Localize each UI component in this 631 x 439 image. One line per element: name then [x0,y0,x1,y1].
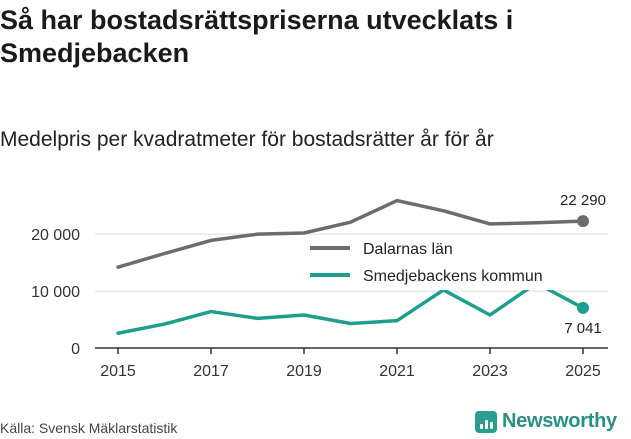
brand-logo[interactable]: Newsworthy [475,410,617,433]
legend-label-1: Smedjebackens kommun [363,268,543,285]
chart-title: Så har bostadsrättspriserna utvecklats i… [0,5,514,68]
y-tick-label: 0 [71,341,80,358]
x-tick-label: 2025 [565,363,601,380]
x-tick-label: 2019 [286,363,322,380]
x-tick-label: 2015 [100,363,136,380]
x-tick-label: 2017 [193,363,229,380]
x-tick-label: 2021 [379,363,415,380]
line-chart: 0 10 000 20 000 2015 2017 2019 2021 2023 2025 22 … [31,192,608,380]
brand-name: Newsworthy [502,410,617,432]
series-end-label-0: 22 290 [560,192,606,209]
x-tick-label: 2023 [472,363,508,380]
legend-box [302,236,602,290]
series-line-0 [116,198,585,269]
series-line-1 [116,281,585,335]
y-tick-label: 10 000 [31,284,80,301]
source-note: Källa: Svensk Mäklarstatistik [0,420,178,436]
series-end-point-0 [577,215,589,228]
legend-label-0: Dalarnas län [363,241,453,258]
series-end-point-1 [577,301,589,314]
series-end-label-1: 7 041 [564,320,602,337]
newsworthy-icon [475,410,497,433]
chart-subtitle: Medelpris per kvadratmeter för bostadsrä… [0,128,494,151]
y-tick-label: 20 000 [31,227,80,244]
